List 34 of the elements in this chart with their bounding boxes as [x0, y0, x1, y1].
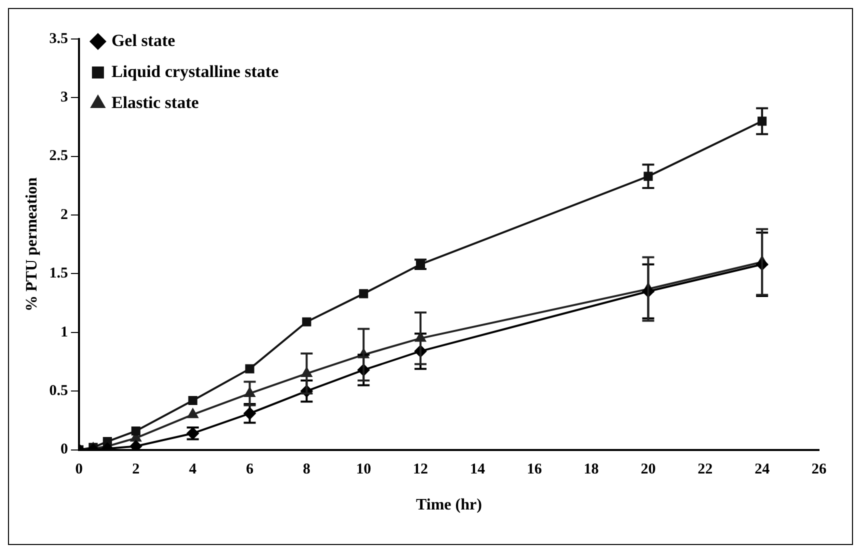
y-tick-label: 1.5 — [49, 266, 68, 282]
x-tick-label: 8 — [302, 462, 310, 478]
x-tick-label: 2 — [132, 462, 140, 478]
point — [130, 440, 142, 450]
x-tick-label: 22 — [698, 462, 713, 478]
x-tick-label: 6 — [246, 462, 254, 478]
y-tick-label: 0 — [60, 442, 68, 458]
y-tick-label: 1 — [60, 324, 68, 340]
legend-label: Gel state — [111, 30, 176, 50]
y-tick-label: 2 — [60, 206, 68, 223]
x-tick-label: 24 — [754, 462, 770, 478]
x-tick-label: 16 — [526, 462, 542, 478]
point — [187, 408, 198, 418]
x-tick-label: 12 — [413, 462, 428, 478]
point — [245, 364, 254, 374]
x-tick-label: 20 — [640, 462, 656, 478]
y-axis-title: % PTU permeation — [24, 177, 41, 312]
x-tick-label: 14 — [470, 462, 486, 478]
x-tick-label: 4 — [189, 462, 198, 478]
x-tick-label: 18 — [584, 462, 599, 478]
point — [359, 289, 368, 298]
legend-label: Elastic state — [111, 92, 200, 112]
y-tick-label: 3 — [60, 90, 68, 106]
point — [302, 317, 312, 326]
x-axis-title: Time (hr) — [416, 496, 482, 514]
y-tick-label: 0.5 — [49, 382, 68, 399]
x-tick-label: 0 — [75, 462, 83, 478]
y-tick-label: 2.5 — [49, 148, 68, 164]
x-tick-label: 26 — [812, 462, 827, 478]
point — [131, 426, 140, 436]
y-tick-label: 3.5 — [49, 30, 68, 47]
legend-label: Liquid crystalline state — [111, 62, 280, 81]
point — [188, 396, 198, 406]
x-tick-label: 10 — [356, 462, 372, 478]
